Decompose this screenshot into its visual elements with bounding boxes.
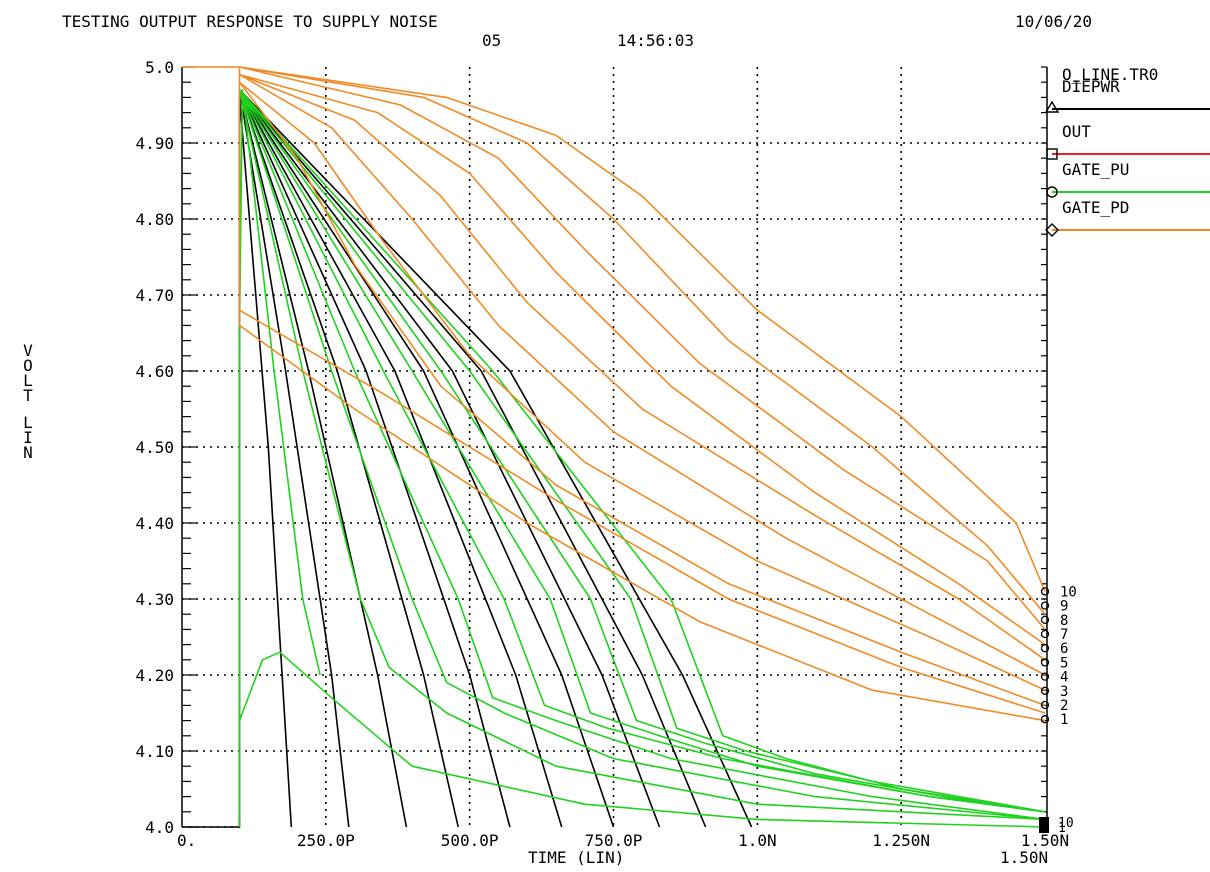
- series-line-diepwr: [238, 89, 707, 828]
- series-line-gate_pu: [238, 89, 1046, 821]
- sweep-label: 3: [1060, 684, 1068, 700]
- diamond-marker-icon: [1045, 223, 1059, 237]
- legend-label: DIEPWR: [1062, 77, 1120, 96]
- sweep-marker: [1040, 587, 1050, 596]
- y-tick-label: 4.0: [145, 818, 174, 837]
- series-line-gate_pd: [182, 66, 1046, 722]
- y-tick-label: 4.20: [135, 666, 174, 685]
- x-tick-label: 1.0N: [738, 831, 777, 850]
- sweep-label: 1: [1060, 712, 1068, 728]
- x-tick-label: 750.0P: [585, 831, 643, 850]
- circle-marker-icon: [1046, 186, 1058, 198]
- series-line-gate_pd: [238, 81, 1046, 691]
- series-line-gate_pd: [239, 66, 1046, 630]
- sweep-label: 6: [1060, 641, 1068, 657]
- y-axis-label-char: L: [23, 371, 33, 390]
- square-marker-icon: [1046, 148, 1058, 160]
- sweep-label: 9: [1060, 599, 1068, 615]
- series-line-gate_pu: [238, 89, 1046, 813]
- y-axis-label-char: N: [23, 443, 33, 462]
- y-tick-label: 4.40: [135, 514, 174, 533]
- sweep-label: 8: [1060, 613, 1068, 629]
- legend-file: O_LINE.TR0: [1062, 65, 1158, 84]
- header-date: 10/06/20: [1015, 12, 1092, 31]
- legend-label: GATE_PD: [1062, 198, 1129, 217]
- bottom-sweep-label: 1: [1058, 821, 1066, 836]
- bottom-sweep-marker: [1039, 817, 1049, 827]
- series-line-diepwr: [238, 89, 459, 828]
- plot-curves: [182, 66, 1046, 828]
- y-axis-label-char: T: [23, 386, 33, 405]
- y-tick-label: 4.90: [135, 134, 174, 153]
- series-line-gate_pu: [238, 89, 1046, 813]
- sweep-label: 10: [1060, 584, 1077, 600]
- sweep-label: 7: [1060, 627, 1068, 643]
- y-tick-label: 4.10: [135, 742, 174, 761]
- series-line-diepwr: [238, 89, 511, 828]
- sweep-marker: [1040, 601, 1050, 610]
- series-line-diepwr: [238, 89, 350, 828]
- x-tick-label: 250.0P: [297, 831, 355, 850]
- tick-labels: 4.0 4.10 4.20 4.30 4.40 4.50 4.60 4.70 4.80 4.90 5…: [135, 58, 1069, 850]
- bottom-sweep-label: 10: [1058, 816, 1074, 831]
- series-line-diepwr: [238, 89, 615, 828]
- series-line-gate_pd: [239, 66, 1046, 615]
- grid: [182, 67, 1045, 827]
- series-line-diepwr: [238, 89, 563, 828]
- series-line-diepwr: [238, 89, 661, 828]
- x-tick-label: 1.250N: [872, 831, 930, 850]
- series-line-gate_pu: [238, 89, 321, 827]
- series-line-gate_pd: [239, 309, 1046, 714]
- x-tick-label: 500.0P: [441, 831, 499, 850]
- series-line-gate_pd: [239, 73, 1046, 661]
- chart-title: TESTING OUTPUT RESPONSE TO SUPPLY NOISE: [62, 12, 438, 31]
- sweep-marker: [1040, 700, 1050, 710]
- y-axis-label-char: V: [23, 341, 33, 360]
- y-tick-label: 4.80: [135, 210, 174, 229]
- series-line-diepwr: [238, 89, 408, 828]
- series-line-gate_pd: [239, 73, 1046, 646]
- legend: O_LINE.TR0 DIEPWR OUT GATE_PU GATE_PD: [1044, 65, 1210, 237]
- series-line-gate_pu: [238, 651, 1046, 828]
- x-tick-label: 0.: [177, 831, 196, 850]
- sweep-marker: [1040, 658, 1050, 667]
- series-line-gate_pd: [239, 66, 1046, 592]
- series-line-gate_pu: [238, 89, 1046, 821]
- y-tick-label: 4.60: [135, 362, 174, 381]
- legend-label: GATE_PU: [1062, 160, 1129, 179]
- series-line-gate_pu: [238, 89, 1046, 821]
- header-subdate: 05: [482, 31, 501, 50]
- sweep-marker: [1040, 672, 1050, 681]
- sweep-marker: [1040, 629, 1050, 639]
- x-end-label: 1.50N: [1000, 848, 1048, 867]
- y-tick-label: 4.70: [135, 286, 174, 305]
- sweep-marker: [1040, 715, 1050, 724]
- sweep-label: 4: [1060, 670, 1068, 686]
- triangle-marker-icon: [1044, 100, 1060, 113]
- y-tick-label: 4.30: [135, 590, 174, 609]
- y-axis-label-char: L: [23, 413, 33, 432]
- header-time: 14:56:03: [617, 31, 694, 50]
- y-tick-label: 4.50: [135, 438, 174, 457]
- sweep-marker: [1040, 615, 1050, 624]
- sweep-label: 5: [1060, 655, 1068, 671]
- sweep-marker: [1040, 644, 1050, 653]
- x-axis-label: TIME (LIN): [528, 848, 624, 867]
- series-line-gate_pu: [238, 89, 1046, 813]
- series-line-diepwr: [182, 96, 293, 828]
- y-tick-label: 5.0: [145, 58, 174, 77]
- series-line-gate_pd: [239, 73, 1046, 676]
- sweep-marker: [1040, 686, 1050, 695]
- sweep-label: 2: [1060, 698, 1068, 714]
- y-axis-label-char: I: [23, 428, 33, 447]
- x-tick-label: 1.50N: [1021, 831, 1069, 850]
- series-line-gate_pd: [238, 81, 1046, 707]
- legend-label: OUT: [1062, 122, 1091, 141]
- bottom-sweep-marker: [1039, 823, 1049, 833]
- y-axis-label-char: O: [23, 356, 33, 375]
